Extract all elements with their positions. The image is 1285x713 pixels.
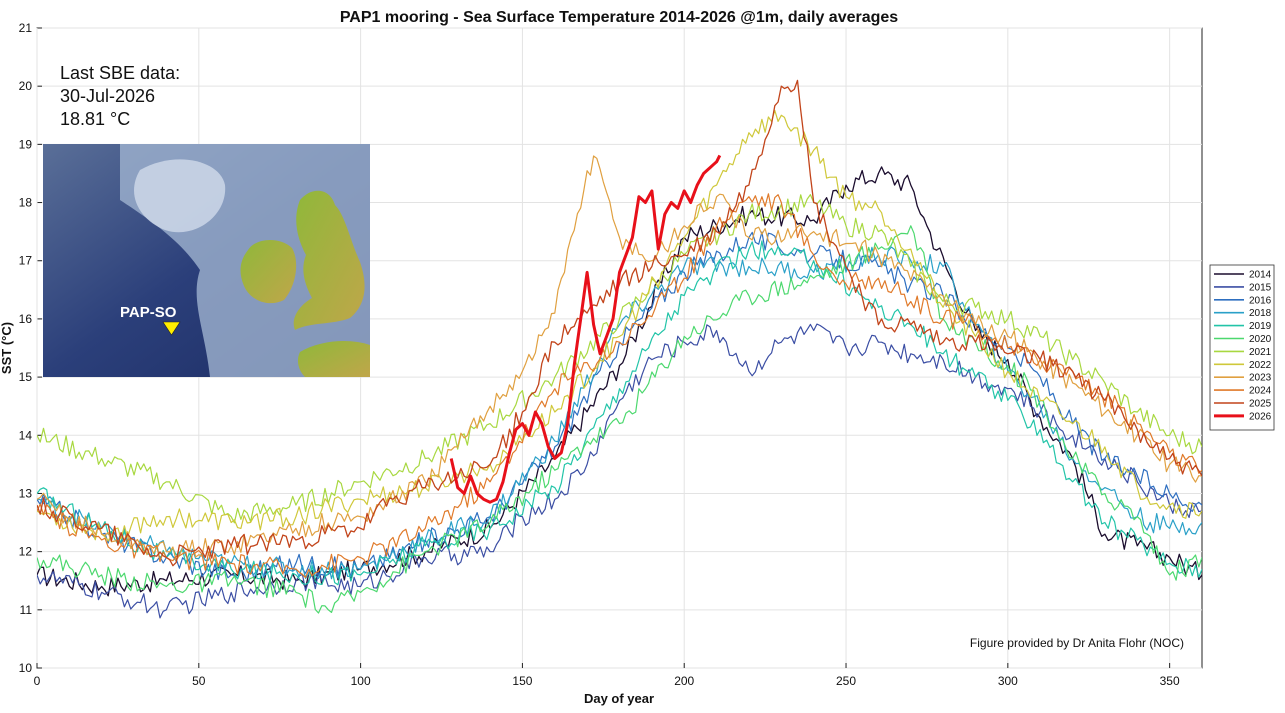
y-tick-label: 17 [19,254,33,268]
y-tick-label: 21 [19,21,33,35]
y-axis-label: SST (°C) [0,322,14,374]
x-tick-label: 0 [34,674,41,688]
legend-label-2021: 2021 [1249,347,1272,358]
chart-title: PAP1 mooring - Sea Surface Temperature 2… [340,9,898,26]
legend-label-2015: 2015 [1249,282,1272,293]
x-tick-label: 150 [512,674,532,688]
map-bank [134,159,226,233]
legend-label-2025: 2025 [1249,399,1272,410]
last-data-annotation: Last SBE data: 30-Jul-2026 18.81 °C [60,63,180,129]
map-france [297,340,370,377]
annotation-line-3: 18.81 °C [60,109,130,129]
series-line-2026 [449,154,722,504]
series-line-2024 [37,193,1202,579]
series-lines [37,79,1202,619]
map-britain [293,190,365,330]
y-tick-label: 19 [19,137,33,151]
y-tick-label: 18 [19,196,33,210]
x-tick-label: 300 [998,674,1018,688]
inset-map: PAP-SO [43,144,370,377]
y-tick-label: 15 [19,370,33,384]
y-tick-label: 10 [19,661,33,675]
legend-label-2018: 2018 [1249,308,1272,319]
legend-label-2014: 2014 [1249,270,1272,281]
y-tick-label: 16 [19,312,33,326]
annotation-line-1: Last SBE data: [60,63,180,83]
series-line-2015 [37,323,1202,619]
series-line-2021 [37,194,1202,524]
series-line-2020 [37,225,1202,614]
annotation-line-2: 30-Jul-2026 [60,86,155,106]
legend-label-2020: 2020 [1249,334,1272,345]
x-tick-label: 250 [836,674,856,688]
x-tick-label: 200 [674,674,694,688]
pap-so-marker-icon [162,321,181,336]
y-tick-labels: 10 11 12 13 14 15 16 17 18 19 20 21 [19,21,33,675]
map-label: PAP-SO [120,304,177,321]
x-axis-label: Day of year [584,691,654,706]
credit-text: Figure provided by Dr Anita Flohr (NOC) [970,636,1184,650]
legend-label-2023: 2023 [1249,373,1272,384]
series-line-2019 [37,240,1202,586]
y-tick-label: 12 [19,545,33,559]
x-tick-labels: 0 50 100 150 200 250 300 350 [34,674,1180,688]
x-tick-label: 50 [192,674,206,688]
x-tick-label: 100 [351,674,371,688]
series-line-2025 [37,79,1202,567]
legend-label-2026: 2026 [1249,411,1272,422]
legend-label-2022: 2022 [1249,360,1272,371]
y-tick-label: 20 [19,79,33,93]
y-tick-label: 13 [19,486,33,500]
series-line-2022 [37,109,1202,542]
legend-label-2024: 2024 [1249,386,1272,397]
y-tick-label: 11 [20,603,33,617]
y-tick-label: 14 [19,428,33,442]
legend-label-2016: 2016 [1249,295,1272,306]
legend-label-2019: 2019 [1249,321,1272,332]
x-tick-label: 350 [1160,674,1180,688]
map-ireland [240,239,297,304]
